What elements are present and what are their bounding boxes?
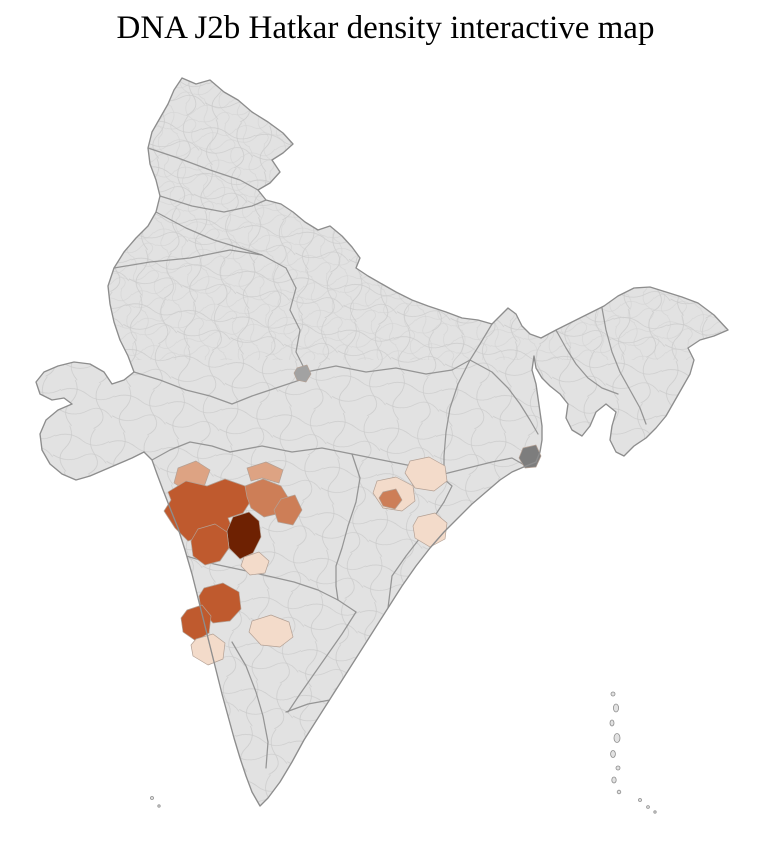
- state-border-line: [289, 287, 307, 373]
- state-border-line: [231, 641, 269, 769]
- andaman-nicobar-islands: [609, 691, 657, 814]
- district-urban-medium[interactable]: [293, 364, 312, 383]
- island: [615, 765, 621, 771]
- state-border-line: [443, 359, 471, 475]
- density-districts: [163, 364, 542, 666]
- island: [653, 810, 657, 814]
- district-density-lowest[interactable]: [240, 551, 270, 576]
- district-density-low[interactable]: [246, 461, 284, 484]
- island: [157, 804, 161, 808]
- island: [150, 796, 154, 800]
- district-density-high[interactable]: [190, 523, 230, 566]
- district-density-lowest[interactable]: [190, 633, 226, 666]
- state-border-line: [133, 371, 307, 405]
- island: [609, 719, 615, 727]
- state-border-line: [151, 441, 231, 461]
- island: [611, 776, 617, 784]
- state-border-line: [159, 195, 267, 213]
- district-mesh-north: [36, 78, 728, 360]
- state-border-line: [469, 359, 539, 435]
- state-border-line: [147, 147, 259, 191]
- district-density-lowest[interactable]: [248, 614, 294, 648]
- island: [613, 703, 620, 713]
- page-title: DNA J2b Hatkar density interactive map: [116, 10, 655, 46]
- state-border-line: [335, 453, 361, 601]
- state-border-line: [287, 611, 357, 713]
- district-density-lowest[interactable]: [404, 456, 448, 492]
- state-borders: [113, 147, 647, 769]
- district-density-medium[interactable]: [273, 494, 303, 526]
- island: [613, 733, 621, 743]
- state-border-line: [601, 307, 647, 425]
- district-mesh: [36, 78, 728, 806]
- lakshadweep-islands: [150, 796, 161, 808]
- state-border-line: [555, 329, 619, 395]
- district-density-high[interactable]: [198, 582, 242, 624]
- island: [638, 798, 642, 802]
- island: [610, 750, 616, 758]
- state-border-line: [443, 457, 527, 475]
- island: [610, 691, 616, 697]
- state-border-line: [155, 211, 297, 289]
- state-border-line: [305, 323, 493, 375]
- district-density-medium[interactable]: [378, 488, 403, 510]
- island: [616, 789, 622, 795]
- island: [646, 805, 650, 809]
- state-border-line: [113, 249, 263, 269]
- state-border-line: [185, 555, 357, 613]
